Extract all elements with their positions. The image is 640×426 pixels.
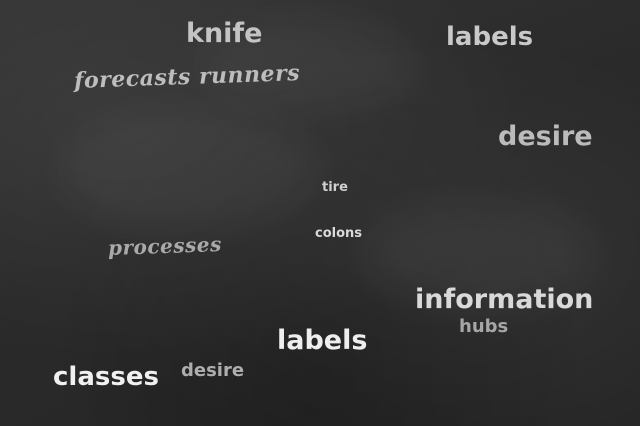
chalk-smudge <box>60 110 320 230</box>
word-classes: classes <box>53 362 159 392</box>
word-desire-right: desire <box>498 121 593 152</box>
word-tire: tire <box>322 180 348 195</box>
chalk-smudge <box>200 20 420 110</box>
word-colons: colons <box>315 226 363 241</box>
word-labels-middle: labels <box>277 325 368 356</box>
word-information: information <box>415 284 594 315</box>
word-hubs: hubs <box>459 316 509 337</box>
word-labels-top: labels <box>446 22 534 52</box>
word-desire-bottom: desire <box>181 360 245 381</box>
word-knife: knife <box>186 18 263 49</box>
chalk-smudge <box>360 200 600 310</box>
word-processes: processes <box>107 232 223 260</box>
